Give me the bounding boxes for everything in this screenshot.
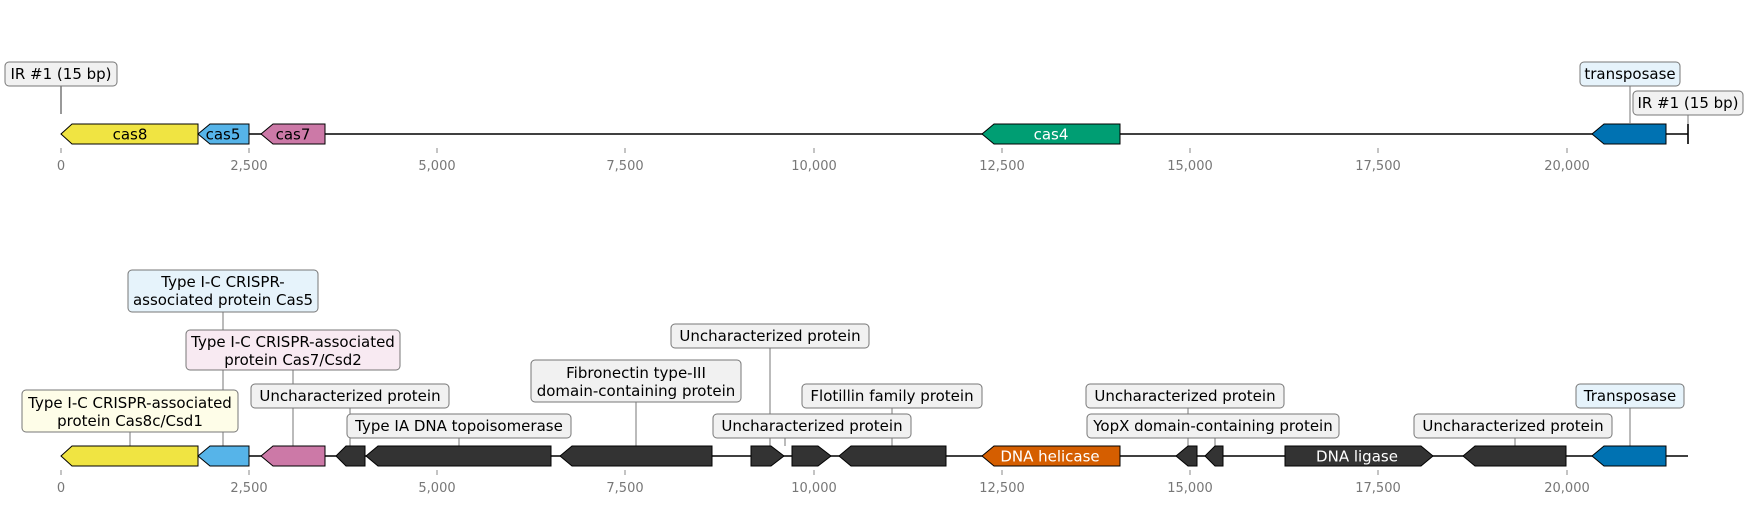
top-transposase-box xyxy=(1579,61,1681,87)
bottom-tick-label: 15,000 xyxy=(1167,481,1213,496)
bottom-tick-label: 10,000 xyxy=(791,481,837,496)
bottom-tick-label: 2,500 xyxy=(230,481,267,496)
top-gene-cas5-label: cas5 xyxy=(206,126,241,144)
top-gene-cas8 xyxy=(60,123,199,145)
label-yopx-box xyxy=(1086,413,1340,439)
ir-right-label: IR #1 (15 bp) xyxy=(1637,94,1738,112)
top-track: cas8 cas5 cas7 cas4 IR #1 (15 bp) transp… xyxy=(4,61,1744,174)
bottom-gene-transposase xyxy=(1591,445,1667,467)
label-unchar3-text: Uncharacterized protein xyxy=(721,417,902,435)
top-tick-label: 12,500 xyxy=(979,159,1025,174)
label-cas5-box xyxy=(127,269,319,313)
label-unchar4: Uncharacterized protein xyxy=(1085,383,1285,409)
label-fibro: Fibronectin type-III domain-containing p… xyxy=(530,359,742,403)
label-unchar1-text: Uncharacterized protein xyxy=(259,387,440,405)
top-tick-label: 10,000 xyxy=(791,159,837,174)
label-unchar5: Uncharacterized protein xyxy=(1413,413,1613,439)
top-tick-label: 15,000 xyxy=(1167,159,1213,174)
label-cas7: Type I-C CRISPR-associated protein Cas7/… xyxy=(185,329,401,371)
label-fibro-line2: domain-containing protein xyxy=(537,382,736,400)
label-cas7-box xyxy=(185,329,401,371)
label-unchar3-box xyxy=(712,413,912,439)
bottom-gene-flotillin xyxy=(838,445,947,467)
top-transposase-label: transposase xyxy=(1584,65,1675,83)
bottom-gene-cas5 xyxy=(197,445,250,467)
label-cas8: Type I-C CRISPR-associated protein Cas8c… xyxy=(21,389,239,433)
label-cas8-line2: protein Cas8c/Csd1 xyxy=(57,412,203,430)
label-yopx-text: YopX domain-containing protein xyxy=(1092,417,1332,435)
label-flotillin-box xyxy=(801,383,983,409)
top-tick-label: 7,500 xyxy=(606,159,643,174)
label-unchar5-box xyxy=(1413,413,1613,439)
bottom-gene-ligase xyxy=(1284,445,1434,467)
bottom-gene-unchar4 xyxy=(1175,445,1198,467)
top-tick-label: 17,500 xyxy=(1355,159,1401,174)
label-cas5: Type I-C CRISPR- associated protein Cas5 xyxy=(127,269,319,313)
top-gene-cas8-label: cas8 xyxy=(113,126,148,144)
label-flotillin: Flotillin family protein xyxy=(801,383,983,409)
top-gene-cas7-label: cas7 xyxy=(276,126,311,144)
label-unchar1: Uncharacterized protein xyxy=(250,383,450,409)
label-topo-text: Type IA DNA topoisomerase xyxy=(354,417,563,435)
top-gene-cas4 xyxy=(981,123,1121,145)
bottom-tick-label: 17,500 xyxy=(1355,481,1401,496)
bottom-track: DNA helicase DNA ligase Type I-C CRISPR-… xyxy=(21,269,1688,496)
bottom-tick-label: 0 xyxy=(57,481,65,496)
label-unchar3: Uncharacterized protein xyxy=(712,413,912,439)
ir-left-box xyxy=(4,61,118,87)
bottom-axis: 0 2,500 5,000 7,500 10,000 12,500 15,000… xyxy=(57,470,1590,496)
label-cas8-box xyxy=(21,389,239,433)
label-unchar4-text: Uncharacterized protein xyxy=(1094,387,1275,405)
bottom-gene-cas7 xyxy=(260,445,326,467)
label-cas8-line1: Type I-C CRISPR-associated xyxy=(27,394,232,412)
bottom-tick-label: 7,500 xyxy=(606,481,643,496)
label-unchar2: Uncharacterized protein xyxy=(670,323,870,349)
top-gene-cas5 xyxy=(197,123,250,145)
bottom-gene-cas8 xyxy=(60,445,199,467)
label-cas5-line2: associated protein Cas5 xyxy=(133,291,313,309)
bottom-gene-unchar5 xyxy=(1462,445,1567,467)
bottom-tick-label: 5,000 xyxy=(418,481,455,496)
label-cas7-line2: protein Cas7/Csd2 xyxy=(224,351,362,369)
label-unchar2-text: Uncharacterized protein xyxy=(679,327,860,345)
bottom-tick-label: 20,000 xyxy=(1544,481,1590,496)
top-gene-cas4-label: cas4 xyxy=(1034,126,1069,144)
label-transposase-box xyxy=(1575,383,1685,409)
ir-left-label: IR #1 (15 bp) xyxy=(10,65,111,83)
bottom-gene-unchar3 xyxy=(791,445,832,467)
label-flotillin-text: Flotillin family protein xyxy=(810,387,973,405)
label-fibro-box xyxy=(530,359,742,403)
label-unchar5-text: Uncharacterized protein xyxy=(1422,417,1603,435)
label-fibro-line1: Fibronectin type-III xyxy=(566,364,706,382)
label-topo-box xyxy=(346,413,572,439)
label-transposase: Transposase xyxy=(1575,383,1685,409)
top-gene-cas7 xyxy=(260,123,326,145)
bottom-gene-unchar1 xyxy=(335,445,366,467)
top-tick-label: 0 xyxy=(57,159,65,174)
top-gene-transposase xyxy=(1591,123,1667,145)
label-unchar1-box xyxy=(250,383,450,409)
label-topo: Type IA DNA topoisomerase xyxy=(346,413,572,439)
top-tick-label: 20,000 xyxy=(1544,159,1590,174)
bottom-gene-yopx xyxy=(1204,445,1224,467)
top-tick-label: 5,000 xyxy=(418,159,455,174)
bottom-gene-ligase-label: DNA ligase xyxy=(1316,448,1398,466)
bottom-gene-helicase xyxy=(981,445,1121,467)
label-cas7-line1: Type I-C CRISPR-associated xyxy=(190,333,395,351)
bottom-gene-helicase-label: DNA helicase xyxy=(1000,448,1099,466)
bottom-tick-label: 12,500 xyxy=(979,481,1025,496)
top-tick-label: 2,500 xyxy=(230,159,267,174)
bottom-gene-unchar2 xyxy=(750,445,785,467)
label-cas5-line1: Type I-C CRISPR- xyxy=(160,273,284,291)
label-unchar4-box xyxy=(1085,383,1285,409)
label-yopx: YopX domain-containing protein xyxy=(1086,413,1340,439)
bottom-gene-topo xyxy=(365,445,552,467)
label-transposase-text: Transposase xyxy=(1583,387,1676,405)
top-axis: 0 2,500 5,000 7,500 10,000 12,500 15,000… xyxy=(57,148,1590,174)
ir-right-box xyxy=(1632,90,1744,116)
label-unchar2-box xyxy=(670,323,870,349)
bottom-gene-fibro xyxy=(559,445,713,467)
